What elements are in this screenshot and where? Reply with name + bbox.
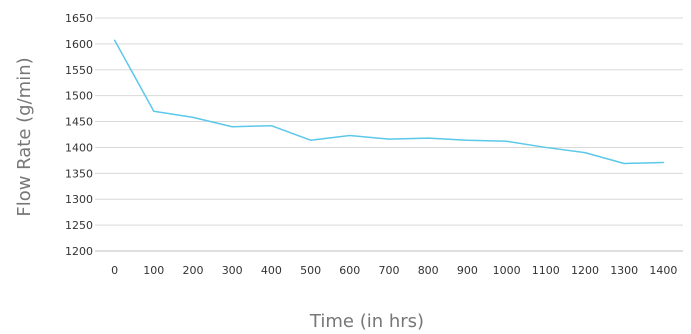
y-tick-label: 1450 [65, 116, 93, 129]
y-tick-label: 1300 [65, 193, 93, 206]
y-tick-label: 1500 [65, 90, 93, 103]
x-tick-label: 400 [261, 264, 282, 277]
x-tick-label: 1400 [649, 264, 677, 277]
x-tick-label: 200 [183, 264, 204, 277]
y-tick-label: 1200 [65, 245, 93, 258]
x-tick-label: 0 [111, 264, 118, 277]
x-tick-label: 100 [143, 264, 164, 277]
y-axis-title: Flow Rate (g/min) [14, 57, 35, 216]
x-axis-title: Time (in hrs) [309, 311, 424, 332]
x-tick-label: 300 [222, 264, 243, 277]
x-axis-ticks: 0 100 200 300 400 500 600 700 800 900 1000 1100 1200… [111, 264, 677, 277]
y-tick-label: 1400 [65, 141, 93, 154]
x-tick-label: 1100 [532, 264, 560, 277]
series-layer [113, 39, 665, 165]
y-tick-label: 1600 [65, 38, 93, 51]
x-tick-label: 900 [457, 264, 478, 277]
x-tick-label: 800 [418, 264, 439, 277]
x-tick-label: 1000 [493, 264, 521, 277]
y-tick-label: 1350 [65, 167, 93, 180]
y-tick-label: 1550 [65, 64, 93, 77]
y-tick-label: 1250 [65, 219, 93, 232]
x-tick-label: 600 [339, 264, 360, 277]
y-axis-ticks: 1200 1250 1300 1350 1400 1450 1500 1550 1600 1650 [65, 12, 93, 258]
series-line [113, 39, 665, 165]
x-tick-label: 1200 [571, 264, 599, 277]
grid [95, 17, 683, 252]
y-tick-label: 1650 [65, 12, 93, 25]
x-tick-label: 1300 [610, 264, 638, 277]
x-tick-label: 500 [300, 264, 321, 277]
x-tick-label: 700 [379, 264, 400, 277]
